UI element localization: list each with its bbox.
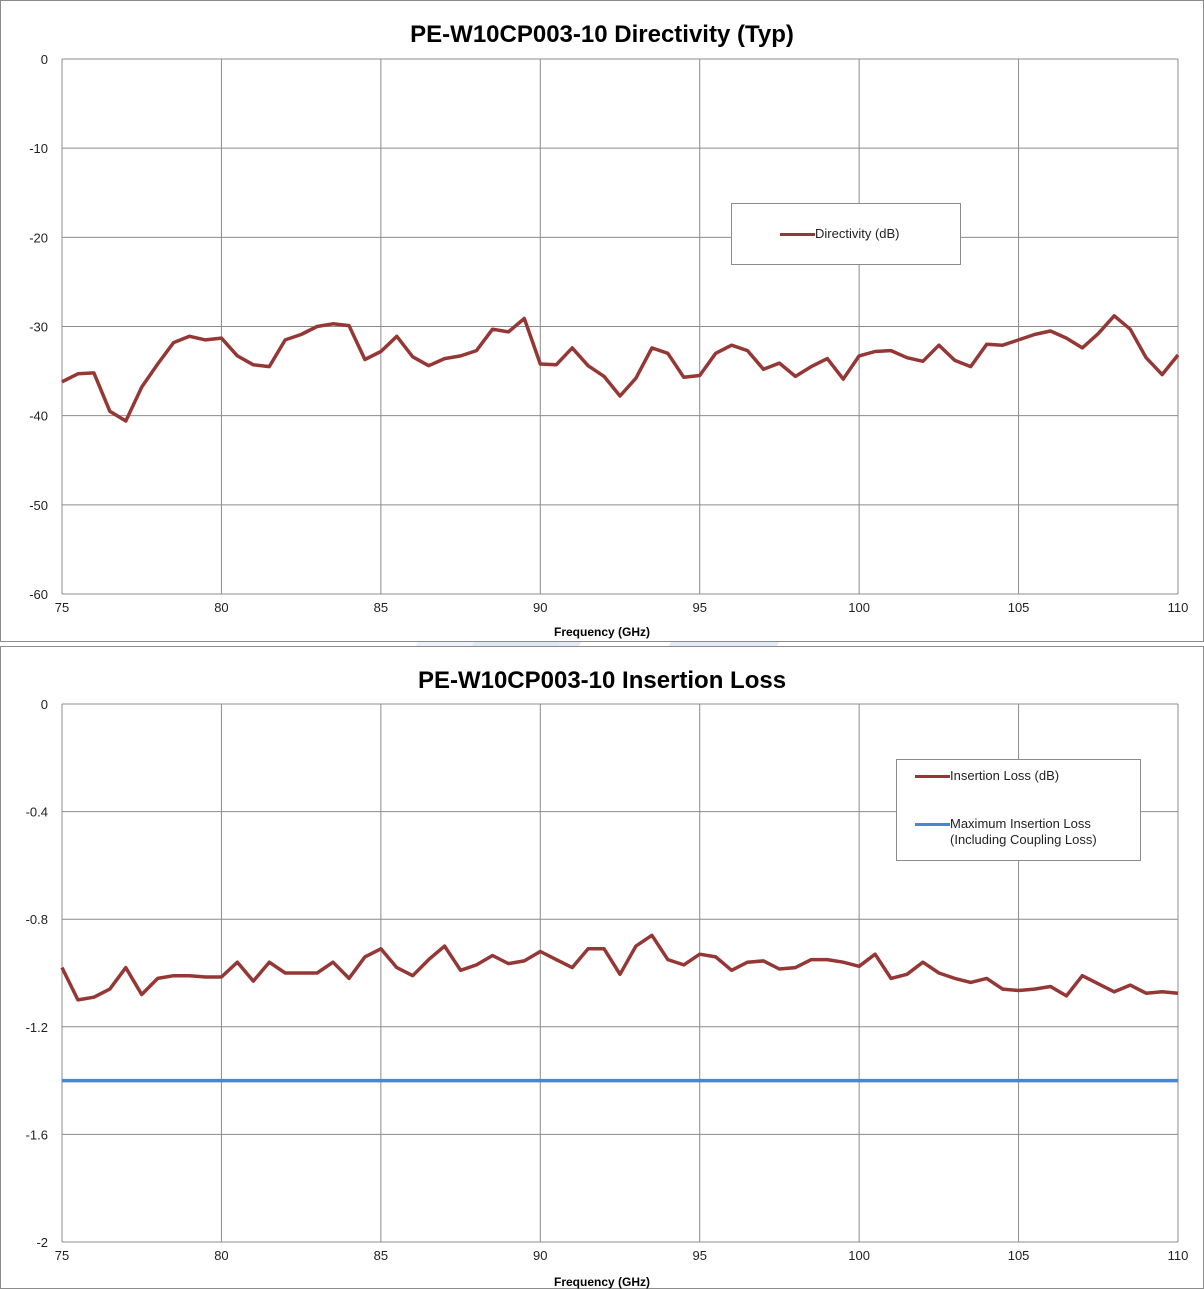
insertion-loss-plot-area: 75 80 85 90 95 100 105 110 0 -0.4 -0.8 -1.2 -1.6 -2 (26, 697, 1189, 1263)
x-tick-label: 85 (374, 600, 388, 615)
legend-label: Maximum Insertion Loss (Including Coupli… (950, 816, 1097, 847)
x-tick-label: 95 (692, 600, 706, 615)
legend: Directivity (dB) (731, 203, 961, 265)
legend-item: Maximum Insertion Loss (Including Coupli… (915, 816, 1097, 848)
x-tick-label: 110 (1168, 600, 1189, 615)
y-tick-label: 0 (41, 52, 48, 67)
y-tick-label: -60 (29, 587, 48, 602)
y-tick-label: -0.8 (26, 912, 48, 927)
legend-swatch (780, 233, 815, 236)
x-tick-label: 80 (214, 1248, 228, 1263)
x-axis-label: Frequency (GHz) (553, 625, 650, 639)
y-tick-label: -1.6 (26, 1127, 48, 1142)
y-tick-label: -0.4 (26, 805, 48, 820)
y-tick-label: -1.2 (26, 1020, 48, 1035)
y-tick-label: -40 (29, 409, 48, 424)
x-tick-label: 105 (1008, 600, 1030, 615)
x-tick-label: 105 (1008, 1248, 1030, 1263)
x-tick-label: 95 (692, 1248, 706, 1263)
x-tick-label: 85 (374, 1248, 388, 1263)
legend-item: Directivity (dB) (780, 226, 900, 242)
y-tick-label: -10 (29, 141, 48, 156)
chart-title: PE-W10CP003-10 Insertion Loss (417, 667, 787, 694)
y-tick-label: 0 (41, 697, 48, 712)
series-line (60, 933, 1179, 1002)
x-axis-label: Frequency (GHz) (553, 1275, 650, 1289)
legend: Insertion Loss (dB) Maximum Insertion Lo… (896, 759, 1141, 861)
y-tick-label: -30 (29, 320, 48, 335)
legend-label: Insertion Loss (dB) (950, 768, 1060, 783)
y-tick-label: -20 (29, 230, 48, 245)
x-tick-label: 100 (848, 600, 870, 615)
legend-label: Directivity (dB) (815, 226, 900, 241)
legend-item: Insertion Loss (dB) (915, 768, 1059, 784)
directivity-chart: 75 80 85 90 95 100 105 110 0 -10 -20 -30 -40 -50 -60 P… (0, 0, 1204, 642)
x-tick-label: 75 (55, 1248, 69, 1263)
x-tick-label: 80 (214, 600, 228, 615)
x-tick-label: 100 (848, 1248, 870, 1263)
x-tick-label: 90 (533, 600, 547, 615)
legend-swatch (915, 775, 950, 778)
directivity-plot-area: 75 80 85 90 95 100 105 110 0 -10 -20 -30 -40 -50 -60 (29, 52, 1189, 615)
y-tick-label: -2 (36, 1235, 48, 1250)
insertion-loss-chart: 75 80 85 90 95 100 105 110 0 -0.4 -0.8 -1.2 -1.6 -2 P… (0, 646, 1204, 1289)
legend-swatch (915, 823, 950, 826)
x-tick-label: 110 (1168, 1248, 1189, 1263)
x-tick-label: 75 (55, 600, 69, 615)
series-line (61, 314, 1180, 423)
chart-title: PE-W10CP003-10 Directivity (Typ) (410, 21, 794, 48)
x-tick-label: 90 (533, 1248, 547, 1263)
y-tick-label: -50 (29, 498, 48, 513)
